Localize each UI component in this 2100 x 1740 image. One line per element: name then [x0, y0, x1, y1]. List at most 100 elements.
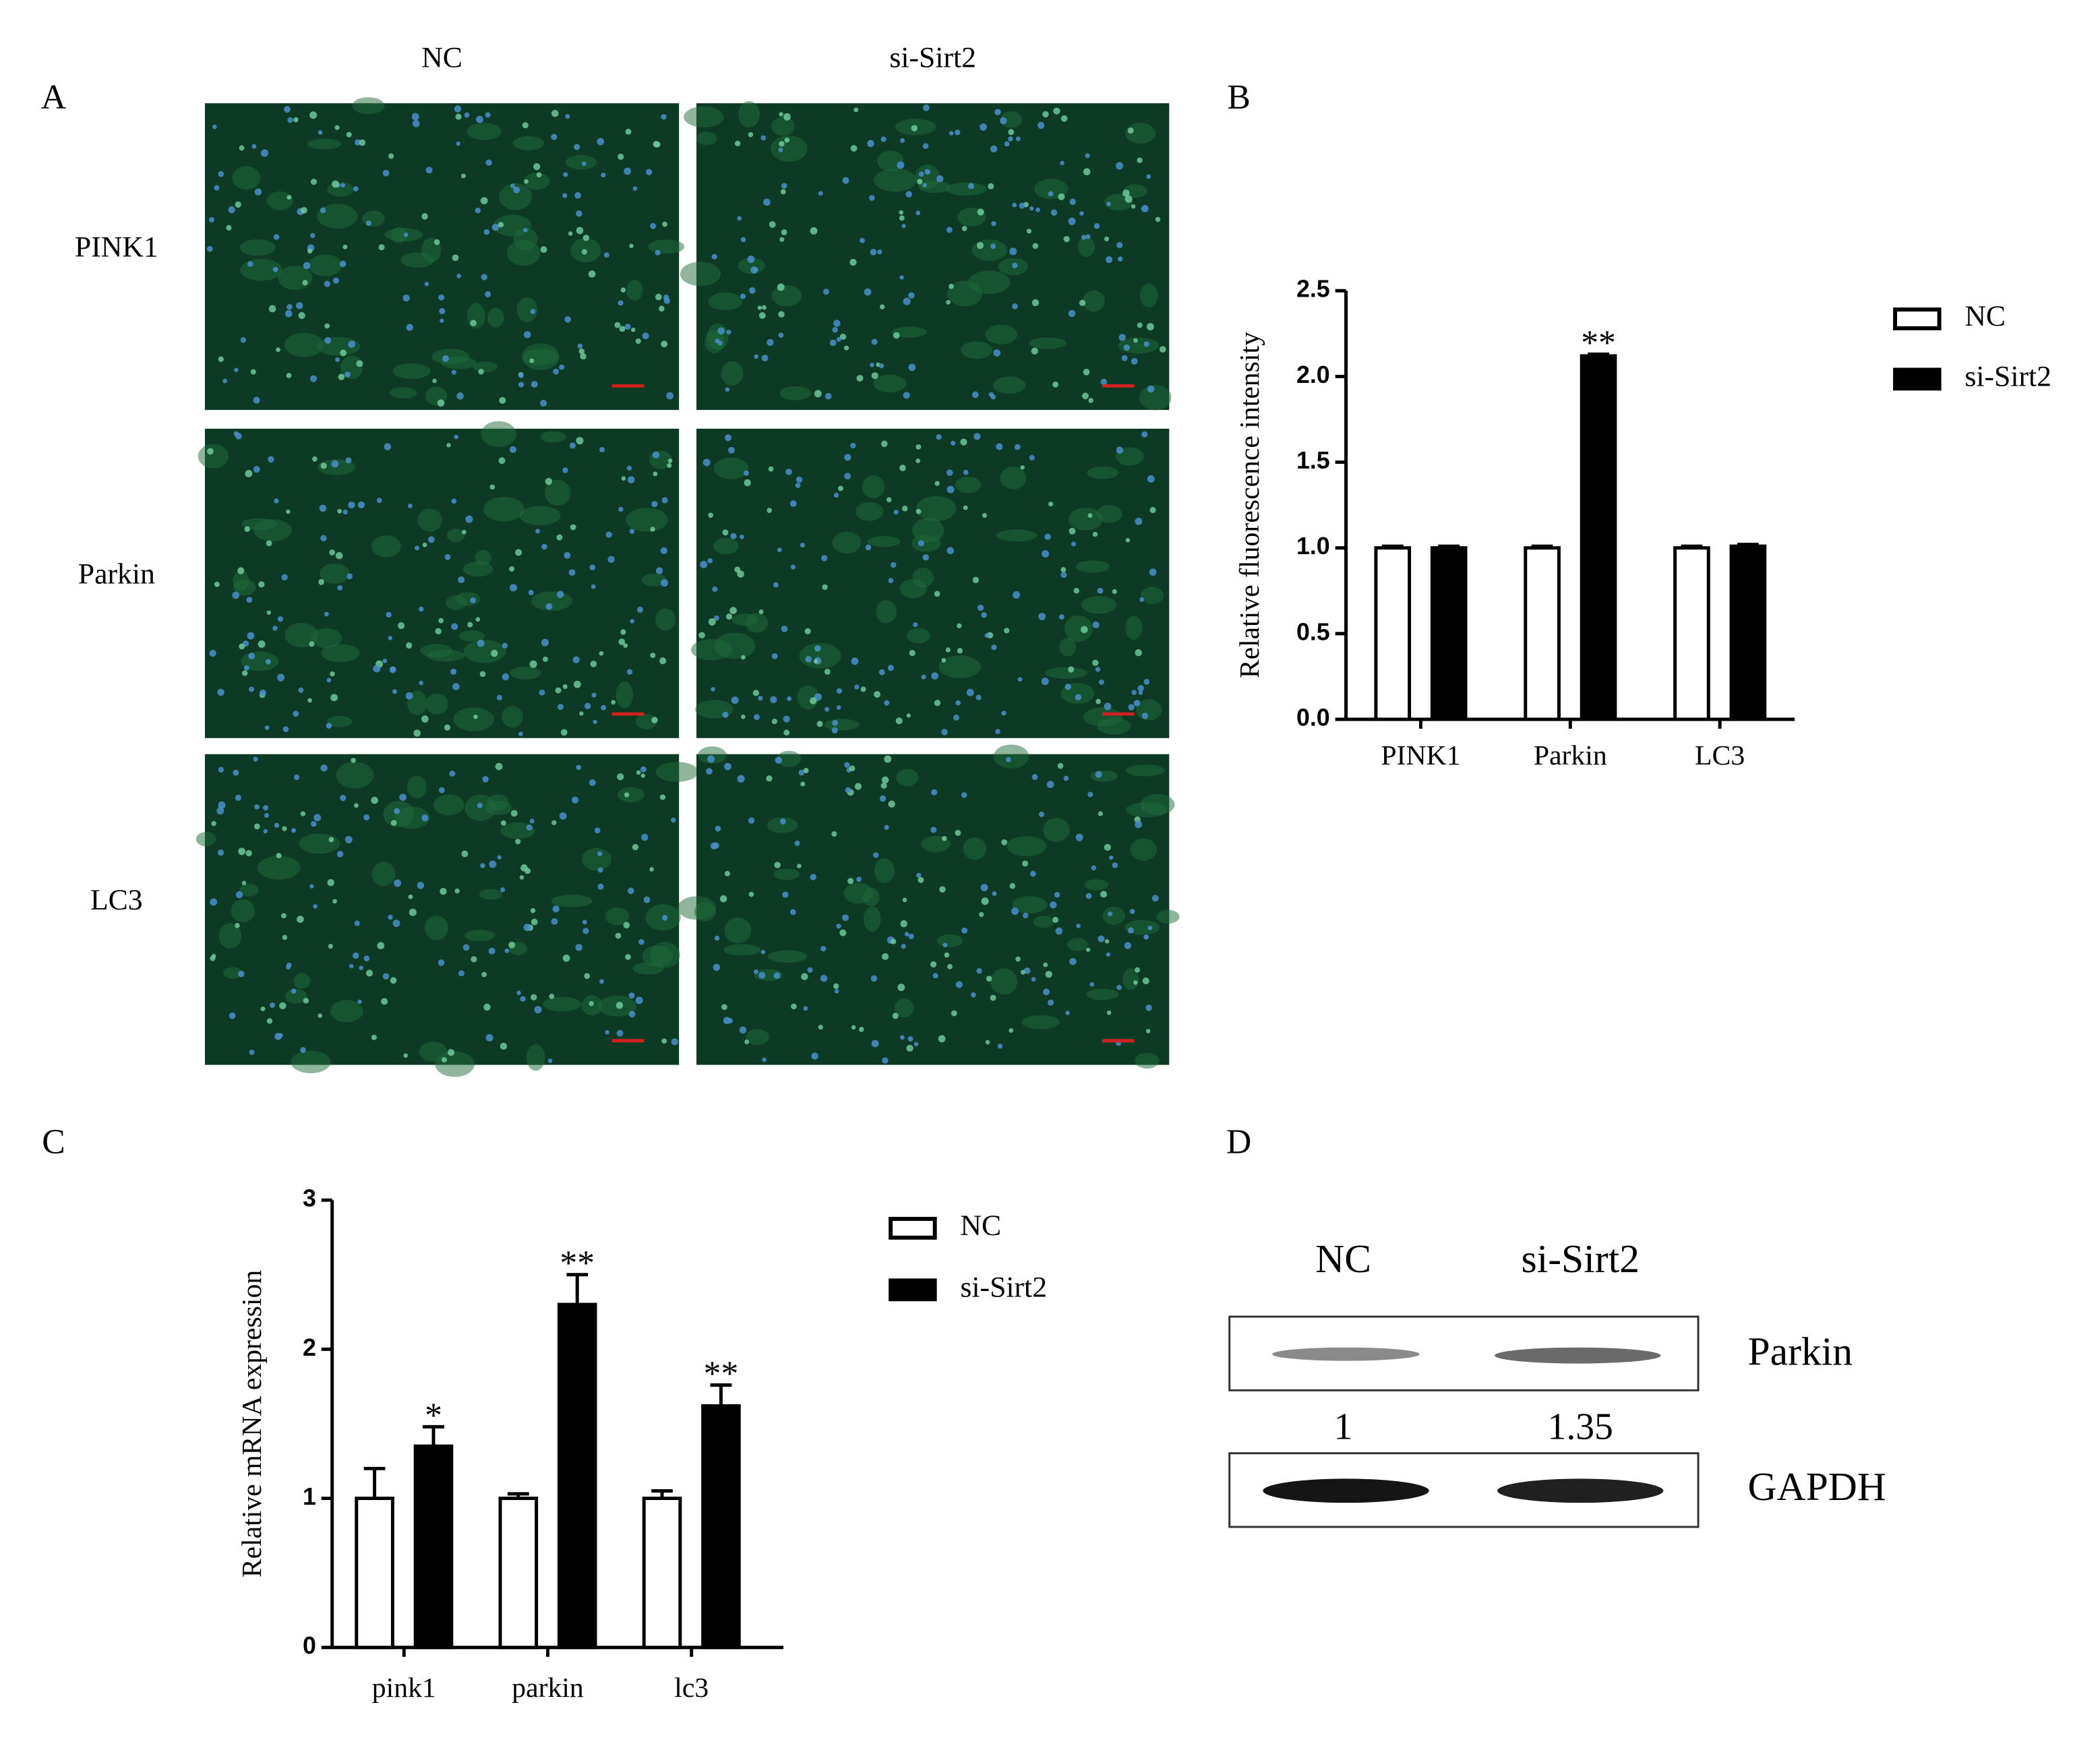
cell-body — [993, 744, 1029, 769]
nucleus — [351, 758, 356, 763]
nucleus — [931, 789, 938, 796]
nucleus — [795, 483, 801, 488]
micrograph — [696, 103, 1170, 411]
error-bar — [1531, 544, 1553, 548]
nucleus — [291, 988, 297, 994]
nucleus — [212, 124, 217, 129]
nucleus — [558, 704, 564, 711]
nucleus — [758, 696, 763, 701]
nucleus — [900, 1035, 905, 1040]
nucleus — [979, 911, 984, 918]
nucleus — [260, 1006, 266, 1011]
nucleus — [451, 498, 457, 504]
nucleus — [1008, 136, 1013, 142]
nucleus — [293, 774, 300, 781]
legend-label: si-Sirt2 — [1964, 360, 2051, 392]
cell-body — [824, 719, 860, 731]
density-value: 1 — [1334, 1406, 1353, 1448]
nucleus — [946, 469, 953, 476]
nucleus — [1141, 713, 1149, 719]
nucleus — [880, 782, 887, 789]
nucleus — [373, 665, 381, 673]
cell-body — [1033, 916, 1054, 928]
cell-body — [502, 706, 523, 728]
nucleus — [741, 655, 746, 660]
nucleus — [747, 256, 755, 264]
nucleus — [972, 576, 980, 583]
nucleus — [300, 1047, 306, 1053]
nucleus — [488, 947, 496, 955]
nucleus — [748, 817, 755, 824]
nucleus — [798, 769, 805, 776]
nucleus — [222, 378, 227, 384]
nucleus — [603, 252, 609, 258]
nucleus — [264, 813, 269, 818]
cell-body — [894, 998, 914, 1018]
nucleus — [274, 822, 280, 828]
nucleus — [310, 233, 316, 239]
cell-body — [873, 374, 907, 393]
cell-body — [938, 655, 982, 679]
nucleus — [597, 867, 603, 873]
cell-body — [876, 600, 897, 624]
cell-body — [1068, 507, 1103, 531]
cell-body — [605, 907, 629, 926]
nucleus — [1082, 392, 1089, 400]
cell-body — [407, 775, 427, 799]
nucleus — [893, 332, 900, 339]
nucleus — [1020, 969, 1025, 975]
nucleus — [1085, 234, 1091, 239]
nucleus — [206, 245, 213, 252]
nucleus — [900, 920, 907, 928]
nucleus — [513, 186, 520, 193]
nucleus — [891, 938, 897, 944]
nucleus — [551, 109, 559, 117]
nucleus — [1001, 711, 1007, 716]
nucleus — [365, 969, 373, 977]
cell-body — [968, 270, 1011, 295]
nucleus — [773, 972, 781, 980]
nucleus — [1026, 229, 1032, 234]
cell-body — [768, 950, 808, 963]
nucleus — [276, 853, 282, 859]
nucleus — [338, 373, 345, 380]
cell-body — [1021, 1015, 1060, 1029]
nucleus — [850, 145, 858, 152]
nucleus — [1106, 1010, 1112, 1015]
nucleus — [844, 762, 850, 768]
nucleus — [981, 612, 987, 618]
cell-body — [389, 387, 417, 398]
nucleus — [352, 952, 359, 959]
nucleus — [632, 186, 638, 191]
nucleus — [1042, 549, 1050, 558]
nucleus — [842, 914, 849, 922]
nucleus — [489, 484, 496, 490]
nucleus — [245, 849, 252, 857]
nucleus — [897, 161, 905, 169]
nucleus — [921, 674, 926, 680]
cell-body — [773, 868, 800, 880]
cell-body — [435, 1051, 475, 1077]
nucleus — [588, 270, 596, 278]
nucleus — [918, 171, 924, 177]
cell-body — [308, 254, 342, 276]
nucleus — [721, 1004, 727, 1011]
nucleus — [645, 169, 653, 175]
nucleus — [286, 965, 291, 970]
nucleus — [783, 113, 791, 121]
cell-body — [362, 210, 385, 227]
nucleus — [821, 555, 828, 562]
nucleus — [1143, 678, 1150, 685]
nucleus — [447, 1048, 455, 1056]
nucleus — [947, 963, 953, 969]
nucleus — [768, 466, 774, 472]
nucleus — [518, 382, 524, 388]
cell-body — [1135, 1052, 1160, 1069]
cell-body — [1000, 466, 1027, 489]
nucleus — [446, 443, 451, 448]
nucleus — [254, 188, 262, 196]
legend-label: NC — [960, 1209, 1001, 1242]
nucleus — [249, 1049, 255, 1055]
nucleus — [660, 547, 667, 554]
nucleus — [581, 249, 588, 255]
